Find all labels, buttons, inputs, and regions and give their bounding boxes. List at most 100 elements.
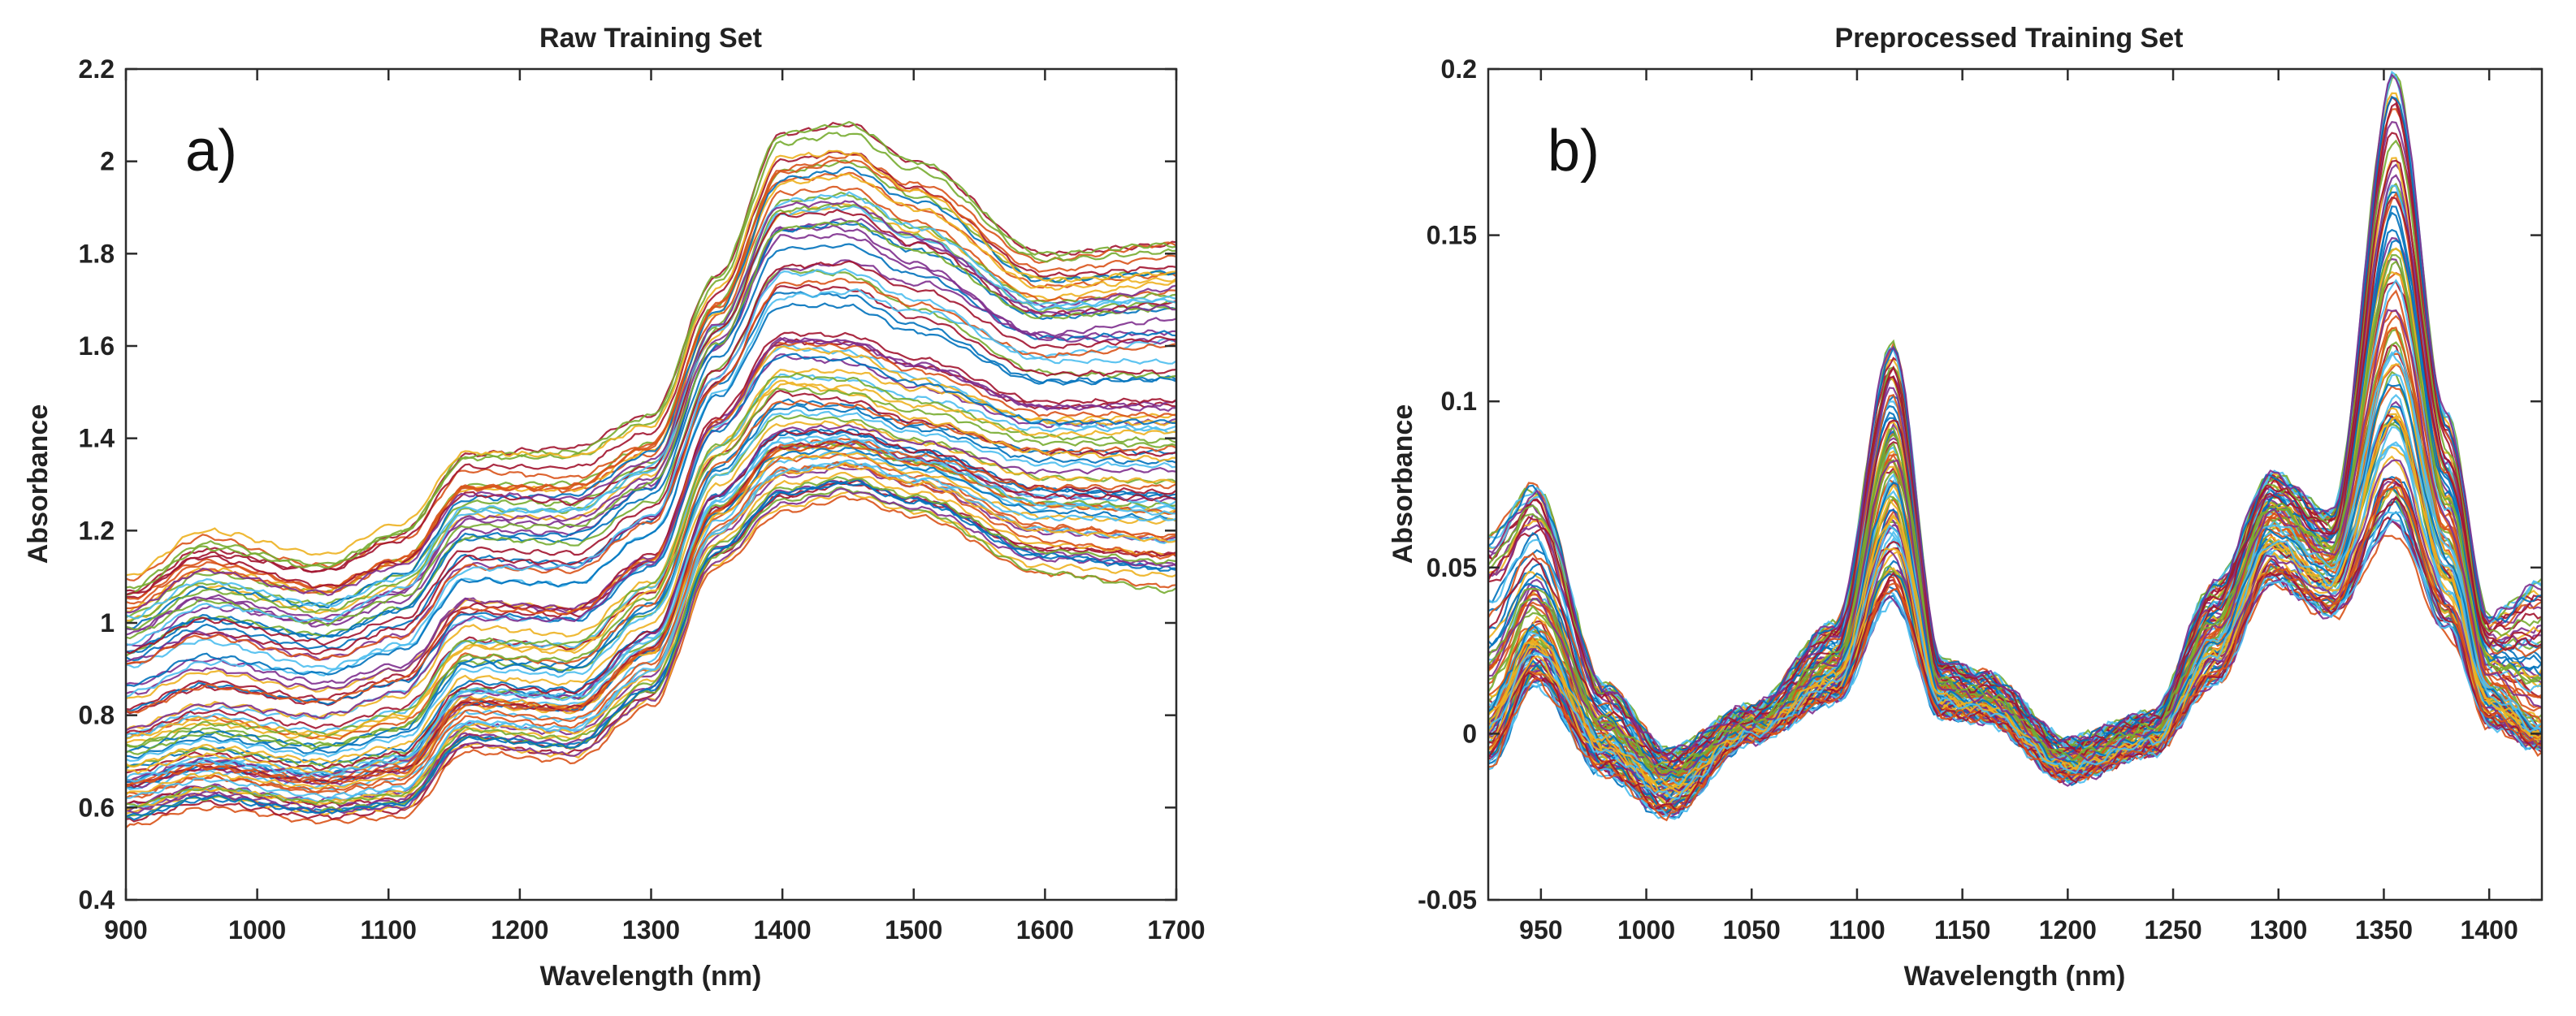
y-axis-ticks: -0.05 0 0.05 0.1 0.15 0.2 xyxy=(1418,54,2542,914)
spectrum-series-line xyxy=(1488,518,2542,820)
spectrum-series-line xyxy=(126,191,1176,646)
spectrum-series-line xyxy=(126,185,1176,605)
spectrum-series-line xyxy=(126,219,1176,640)
spectrum-series-line xyxy=(126,200,1176,614)
y-tick-label: 0.2 xyxy=(1441,54,1477,84)
spectrum-series-line xyxy=(1488,253,2542,774)
spectrum-series-line xyxy=(126,331,1176,711)
y-axis-label: Absorbance xyxy=(1388,404,1418,564)
x-tick-label: 1200 xyxy=(491,915,548,945)
spectrum-series-line xyxy=(1488,139,2542,756)
chart-title: Raw Training Set xyxy=(539,23,762,54)
x-tick-label: 1050 xyxy=(1723,915,1781,945)
spectrum-series-line xyxy=(1488,486,2542,822)
spectrum-series-line xyxy=(1488,196,2542,770)
y-tick-label: 0.4 xyxy=(79,885,115,914)
y-tick-label: 2.2 xyxy=(79,54,115,84)
x-tick-label: 1600 xyxy=(1016,915,1074,945)
spectrum-series-line xyxy=(1488,70,2542,756)
axes-frame xyxy=(1487,67,2544,901)
plot-area xyxy=(126,120,1176,829)
y-axis-label: Absorbance xyxy=(23,404,54,564)
spectrum-series-line xyxy=(126,120,1176,596)
x-tick-label: 1150 xyxy=(1934,915,1990,945)
x-axis-ticks: 950 1000 1050 1100 1150 1200 1250 1300 1350 1400 xyxy=(1519,69,2518,945)
spectrum-series-line xyxy=(126,205,1176,620)
x-tick-label: 1400 xyxy=(754,915,812,945)
spectrum-series-line xyxy=(126,267,1176,657)
spectrum-series-line xyxy=(126,208,1176,596)
spectrum-series-line xyxy=(1488,393,2542,800)
spectrum-series-line xyxy=(126,291,1176,662)
x-tick-label: 1500 xyxy=(885,915,942,945)
y-tick-label: 0.15 xyxy=(1427,221,1477,250)
spectrum-series-line xyxy=(126,438,1176,783)
spectrum-series-line xyxy=(126,387,1176,755)
spectrum-series-line xyxy=(126,471,1176,812)
spectrum-series-line xyxy=(126,336,1176,732)
spectrum-series-line xyxy=(126,202,1176,622)
y-tick-label: 1 xyxy=(100,608,115,638)
spectrum-series-line xyxy=(126,487,1176,815)
spectrum-series-line xyxy=(126,373,1176,737)
spectrum-series-line xyxy=(126,480,1176,809)
spectrum-series-line xyxy=(126,460,1176,811)
y-tick-label: 0.1 xyxy=(1441,387,1477,416)
y-tick-label: 1.8 xyxy=(79,239,115,268)
spectrum-series-line xyxy=(126,268,1176,698)
spectrum-series-line xyxy=(126,132,1176,590)
spectrum-series-line xyxy=(126,478,1176,821)
spectrum-series-line xyxy=(1488,96,2542,753)
spectrum-series-line xyxy=(126,260,1176,655)
x-tick-label: 950 xyxy=(1519,915,1562,945)
spectrum-series-line xyxy=(126,459,1176,800)
spectrum-series-line xyxy=(126,460,1176,799)
spectrum-series-line xyxy=(1488,74,2542,758)
spectrum-series-line xyxy=(126,451,1176,775)
spectrum-series-line xyxy=(1488,511,2542,819)
spectrum-series-line xyxy=(126,424,1176,782)
spectrum-series-line xyxy=(126,352,1176,713)
spectrum-series-line xyxy=(126,478,1176,815)
panel-preprocessed-training-set: Preprocessed Training Set b) 950 1000 1050… xyxy=(1388,23,2544,992)
spectrum-series-line xyxy=(126,372,1176,748)
spectrum-series-line xyxy=(126,353,1176,685)
spectrum-series-line xyxy=(126,340,1176,714)
chart-title: Preprocessed Training Set xyxy=(1835,23,2184,54)
spectrum-series-line xyxy=(126,277,1176,665)
plot-area xyxy=(1488,70,2542,822)
y-tick-label: 0.6 xyxy=(79,793,115,822)
spectrum-series-line xyxy=(1488,73,2542,756)
y-tick-label: 1.6 xyxy=(79,331,115,361)
x-tick-label: 1700 xyxy=(1147,915,1205,945)
spectrum-series-line xyxy=(126,336,1176,695)
x-tick-label: 1200 xyxy=(2039,915,2097,945)
panel-label: a) xyxy=(185,119,237,184)
spectrum-series-line xyxy=(126,404,1176,759)
y-tick-label: 0.8 xyxy=(79,701,115,730)
x-tick-label: 1300 xyxy=(2249,915,2307,945)
x-tick-label: 1300 xyxy=(622,915,680,945)
spectrum-series-line xyxy=(126,409,1176,763)
y-tick-label: -0.05 xyxy=(1418,885,1477,914)
y-tick-label: 1.2 xyxy=(79,516,115,545)
x-axis-label: Wavelength (nm) xyxy=(540,961,762,992)
spectrum-series-line xyxy=(1488,413,2542,809)
x-axis-ticks: 900 1000 1100 1200 1300 1400 1500 1600 1700 xyxy=(104,69,1206,945)
spectrum-series-line xyxy=(126,221,1176,654)
y-tick-label: 2 xyxy=(100,147,115,176)
x-tick-label: 900 xyxy=(104,915,147,945)
spectrum-series-line xyxy=(126,259,1176,663)
spectrum-series-line xyxy=(126,476,1176,808)
spectrum-series-line xyxy=(126,482,1176,818)
x-tick-label: 1000 xyxy=(1617,915,1675,945)
spectrum-series-line xyxy=(126,381,1176,740)
spectrum-series-line xyxy=(1488,476,2542,814)
x-tick-label: 1400 xyxy=(2461,915,2518,945)
x-tick-label: 1000 xyxy=(228,915,286,945)
spectrum-series-line xyxy=(1488,72,2542,758)
spectrum-series-line xyxy=(126,398,1176,754)
x-tick-label: 1250 xyxy=(2144,915,2202,945)
spectrum-series-line xyxy=(126,159,1176,610)
